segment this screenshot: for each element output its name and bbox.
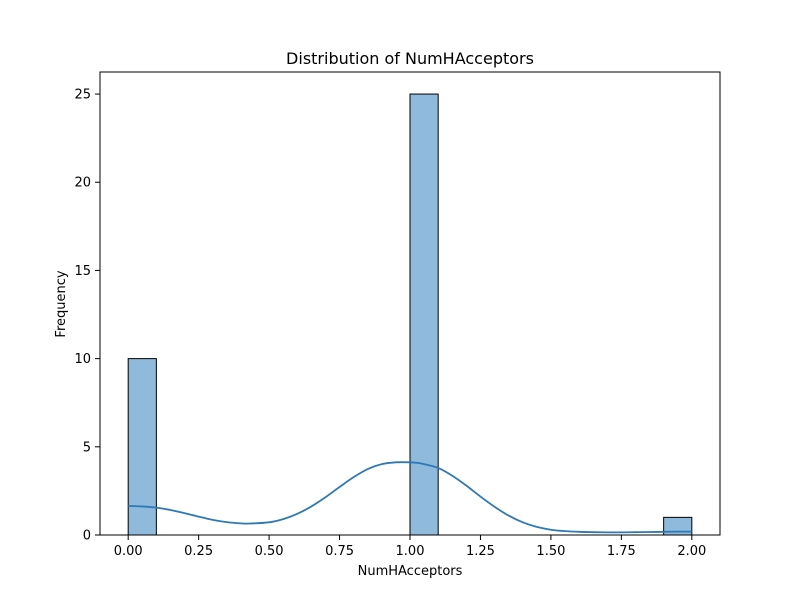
x-tick-label: 1.00 (396, 544, 425, 559)
x-axis-label: NumHAcceptors (358, 564, 463, 579)
y-tick-label: 25 (74, 88, 91, 103)
x-tick-label: 1.75 (607, 544, 636, 559)
y-tick-label: 20 (74, 176, 91, 191)
y-tick-label: 15 (74, 264, 91, 279)
bars-group (127, 93, 693, 536)
x-tick-label: 2.00 (677, 544, 706, 559)
kde-curve (128, 461, 692, 534)
y-tick-label: 5 (83, 440, 91, 455)
y-axis: 0 5 10 15 20 25 (74, 88, 100, 544)
chart-title: Distribution of NumHAcceptors (286, 49, 534, 68)
y-tick-label: 10 (74, 352, 91, 367)
histogram-bar (127, 358, 157, 536)
x-tick-label: 0.75 (325, 544, 354, 559)
y-axis-label: Frequency (54, 270, 69, 337)
x-tick-label: 0.25 (184, 544, 213, 559)
x-tick-label: 1.25 (466, 544, 495, 559)
y-tick-label: 0 (83, 529, 91, 544)
x-tick-label: 0.50 (255, 544, 284, 559)
histogram-bar (409, 93, 439, 536)
x-tick-label: 1.50 (536, 544, 565, 559)
x-tick-label: 0.00 (114, 544, 143, 559)
x-axis: 0.00 0.25 0.50 0.75 1.00 1.25 1.50 1.75 2.00 (114, 535, 706, 559)
